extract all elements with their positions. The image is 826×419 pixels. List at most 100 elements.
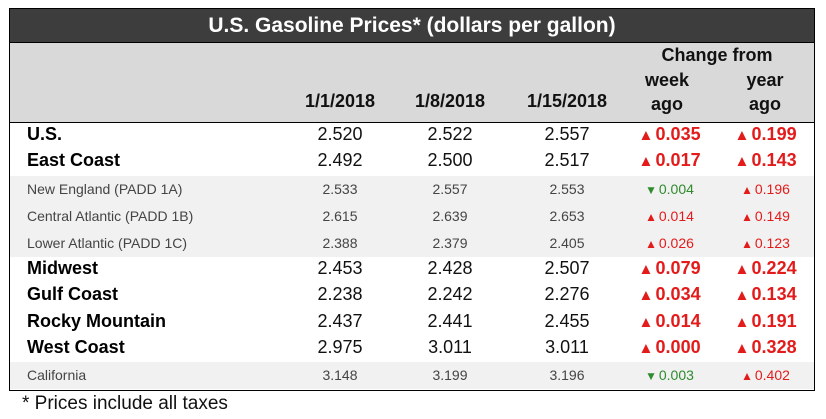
price-p3: 2.405 bbox=[502, 235, 632, 251]
week-change: ▲ 0.079 bbox=[622, 258, 717, 279]
week-change-value: 0.035 bbox=[656, 124, 701, 144]
price-p3: 2.455 bbox=[502, 311, 632, 332]
header-date-3: 1/15/2018 bbox=[502, 91, 632, 112]
price-p3: 2.557 bbox=[502, 124, 632, 145]
table-row: Gulf Coast 2.238 2.242 2.276 ▲ 0.034 ▲ 0.134 bbox=[10, 283, 814, 310]
region-label: Rocky Mountain bbox=[27, 311, 166, 332]
triangle-up-icon: ▲ bbox=[741, 183, 753, 197]
price-p3: 3.011 bbox=[502, 337, 632, 358]
price-p2: 2.557 bbox=[390, 181, 510, 197]
year-change: ▲ 0.224 bbox=[718, 258, 813, 279]
year-change: ▲ 0.134 bbox=[718, 284, 813, 305]
week-change: ▲ 0.014 bbox=[622, 311, 717, 332]
week-change: ▲ 0.026 bbox=[622, 235, 717, 251]
year-change: ▲ 0.196 bbox=[718, 181, 813, 197]
triangle-up-icon: ▲ bbox=[734, 287, 749, 304]
year-change-value: 0.328 bbox=[752, 337, 797, 357]
table-row: Central Atlantic (PADD 1B) 2.615 2.639 2.65… bbox=[10, 203, 814, 230]
price-p1: 2.492 bbox=[280, 150, 400, 171]
year-change-value: 0.191 bbox=[752, 311, 797, 331]
price-p1: 2.453 bbox=[280, 258, 400, 279]
year-change: ▲ 0.191 bbox=[718, 311, 813, 332]
price-p1: 3.148 bbox=[280, 367, 400, 383]
triangle-up-icon: ▲ bbox=[734, 127, 749, 144]
year-change: ▲ 0.123 bbox=[718, 235, 813, 251]
region-label: West Coast bbox=[27, 337, 125, 358]
price-p2: 2.639 bbox=[390, 208, 510, 224]
triangle-up-icon: ▲ bbox=[734, 314, 749, 331]
year-change: ▲ 0.143 bbox=[718, 150, 813, 171]
price-p3: 2.507 bbox=[502, 258, 632, 279]
week-change: ▲ 0.014 bbox=[622, 208, 717, 224]
year-change: ▲ 0.199 bbox=[718, 124, 813, 145]
week-change: ▲ 0.000 bbox=[622, 337, 717, 358]
column-header-area: 1/1/2018 1/8/2018 1/15/2018 Change from … bbox=[10, 43, 814, 123]
table-row: New England (PADD 1A) 2.533 2.557 2.553 ▼ 0.0… bbox=[10, 176, 814, 203]
triangle-up-icon: ▲ bbox=[638, 127, 653, 144]
table-body: U.S. 2.520 2.522 2.557 ▲ 0.035 ▲ 0.199 East Coas… bbox=[10, 123, 814, 390]
year-change-value: 0.196 bbox=[755, 181, 790, 197]
price-p1: 2.238 bbox=[280, 284, 400, 305]
price-p2: 3.199 bbox=[390, 367, 510, 383]
header-week-ago: ago bbox=[622, 94, 712, 115]
year-change-value: 0.224 bbox=[752, 258, 797, 278]
price-p2: 2.500 bbox=[390, 150, 510, 171]
week-change: ▼ 0.003 bbox=[622, 367, 717, 383]
region-label: Midwest bbox=[27, 258, 98, 279]
triangle-up-icon: ▲ bbox=[638, 340, 653, 357]
week-change-value: 0.026 bbox=[659, 235, 694, 251]
triangle-up-icon: ▲ bbox=[638, 261, 653, 278]
price-p1: 2.520 bbox=[280, 124, 400, 145]
price-p1: 2.388 bbox=[280, 235, 400, 251]
price-p3: 2.553 bbox=[502, 181, 632, 197]
year-change-value: 0.123 bbox=[755, 235, 790, 251]
price-p2: 2.428 bbox=[390, 258, 510, 279]
year-change-value: 0.134 bbox=[752, 284, 797, 304]
gasoline-price-table: U.S. Gasoline Prices* (dollars per gallo… bbox=[9, 8, 815, 391]
header-week: week bbox=[622, 70, 712, 91]
year-change-value: 0.199 bbox=[752, 124, 797, 144]
week-change: ▲ 0.035 bbox=[622, 124, 717, 145]
price-p1: 2.533 bbox=[280, 181, 400, 197]
triangle-up-icon: ▲ bbox=[638, 287, 653, 304]
week-change-value: 0.014 bbox=[656, 311, 701, 331]
price-p3: 2.653 bbox=[502, 208, 632, 224]
week-change-value: 0.017 bbox=[656, 150, 701, 170]
triangle-up-icon: ▲ bbox=[734, 153, 749, 170]
year-change-value: 0.149 bbox=[755, 208, 790, 224]
table-title: U.S. Gasoline Prices* (dollars per gallo… bbox=[10, 9, 814, 43]
year-change: ▲ 0.328 bbox=[718, 337, 813, 358]
region-label: California bbox=[27, 367, 86, 383]
price-p1: 2.975 bbox=[280, 337, 400, 358]
region-label: Central Atlantic (PADD 1B) bbox=[27, 208, 193, 224]
week-change-value: 0.034 bbox=[656, 284, 701, 304]
table-row: Lower Atlantic (PADD 1C) 2.388 2.379 2.405 ▲… bbox=[10, 230, 814, 257]
year-change: ▲ 0.402 bbox=[718, 367, 813, 383]
price-p2: 2.379 bbox=[390, 235, 510, 251]
table-row: West Coast 2.975 3.011 3.011 ▲ 0.000 ▲ 0.328 bbox=[10, 336, 814, 362]
week-change-value: 0.003 bbox=[659, 367, 694, 383]
region-label: Lower Atlantic (PADD 1C) bbox=[27, 235, 187, 251]
header-date-1: 1/1/2018 bbox=[280, 91, 400, 112]
week-change-value: 0.004 bbox=[659, 181, 694, 197]
price-p3: 2.276 bbox=[502, 284, 632, 305]
region-label: New England (PADD 1A) bbox=[27, 181, 182, 197]
year-change-value: 0.402 bbox=[755, 367, 790, 383]
header-date-2: 1/8/2018 bbox=[390, 91, 510, 112]
table-row: U.S. 2.520 2.522 2.557 ▲ 0.035 ▲ 0.199 bbox=[10, 123, 814, 149]
triangle-up-icon: ▲ bbox=[645, 210, 657, 224]
triangle-down-icon: ▼ bbox=[645, 369, 657, 383]
header-change-from: Change from bbox=[622, 45, 812, 66]
triangle-up-icon: ▲ bbox=[734, 261, 749, 278]
price-p1: 2.615 bbox=[280, 208, 400, 224]
triangle-up-icon: ▲ bbox=[741, 210, 753, 224]
price-p2: 2.441 bbox=[390, 311, 510, 332]
triangle-up-icon: ▲ bbox=[741, 237, 753, 251]
price-p3: 3.196 bbox=[502, 367, 632, 383]
region-label: Gulf Coast bbox=[27, 284, 118, 305]
table-row: California 3.148 3.199 3.196 ▼ 0.003 ▲ 0.402 bbox=[10, 362, 814, 389]
price-p2: 2.242 bbox=[390, 284, 510, 305]
triangle-up-icon: ▲ bbox=[741, 369, 753, 383]
price-p1: 2.437 bbox=[280, 311, 400, 332]
week-change-value: 0.079 bbox=[656, 258, 701, 278]
